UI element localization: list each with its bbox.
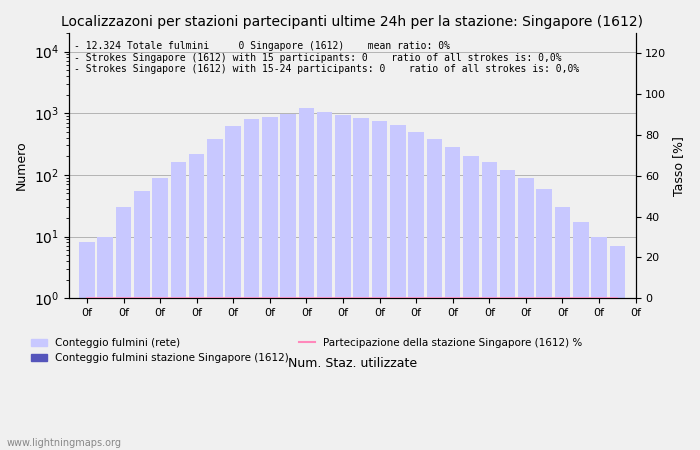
Bar: [390, 125, 405, 450]
Bar: [463, 156, 479, 450]
Bar: [482, 162, 497, 450]
Bar: [225, 126, 241, 450]
Bar: [317, 112, 332, 450]
Bar: [299, 108, 314, 450]
Bar: [244, 119, 259, 450]
Bar: [536, 189, 552, 450]
Bar: [610, 246, 625, 450]
Bar: [573, 222, 589, 450]
Bar: [354, 117, 369, 450]
Bar: [171, 162, 186, 450]
Title: Localizzazoni per stazioni partecipanti ultime 24h per la stazione: Singapore (1: Localizzazoni per stazioni partecipanti …: [61, 15, 643, 29]
Text: www.lightningmaps.org: www.lightningmaps.org: [7, 438, 122, 448]
Bar: [372, 121, 387, 450]
Bar: [189, 154, 204, 450]
Bar: [335, 115, 351, 450]
Y-axis label: Numero: Numero: [15, 141, 28, 190]
Bar: [408, 132, 424, 450]
Bar: [134, 191, 150, 450]
Bar: [262, 117, 278, 450]
Bar: [426, 139, 442, 450]
Bar: [445, 147, 461, 450]
Bar: [97, 237, 113, 450]
Bar: [153, 178, 168, 450]
Bar: [79, 243, 95, 450]
Bar: [116, 207, 132, 450]
Bar: [592, 237, 607, 450]
Y-axis label: Tasso [%]: Tasso [%]: [672, 135, 685, 195]
Bar: [280, 114, 296, 450]
Legend: Conteggio fulmini (rete), Conteggio fulmini stazione Singapore (1612), Partecipa: Conteggio fulmini (rete), Conteggio fulm…: [27, 334, 587, 367]
Bar: [500, 170, 515, 450]
Bar: [207, 139, 223, 450]
X-axis label: Num. Staz. utilizzate: Num. Staz. utilizzate: [288, 357, 416, 370]
Bar: [554, 207, 570, 450]
Bar: [518, 178, 533, 450]
Text: - 12.324 Totale fulmini     0 Singapore (1612)    mean ratio: 0%
- Strokes Singa: - 12.324 Totale fulmini 0 Singapore (161…: [74, 41, 580, 74]
